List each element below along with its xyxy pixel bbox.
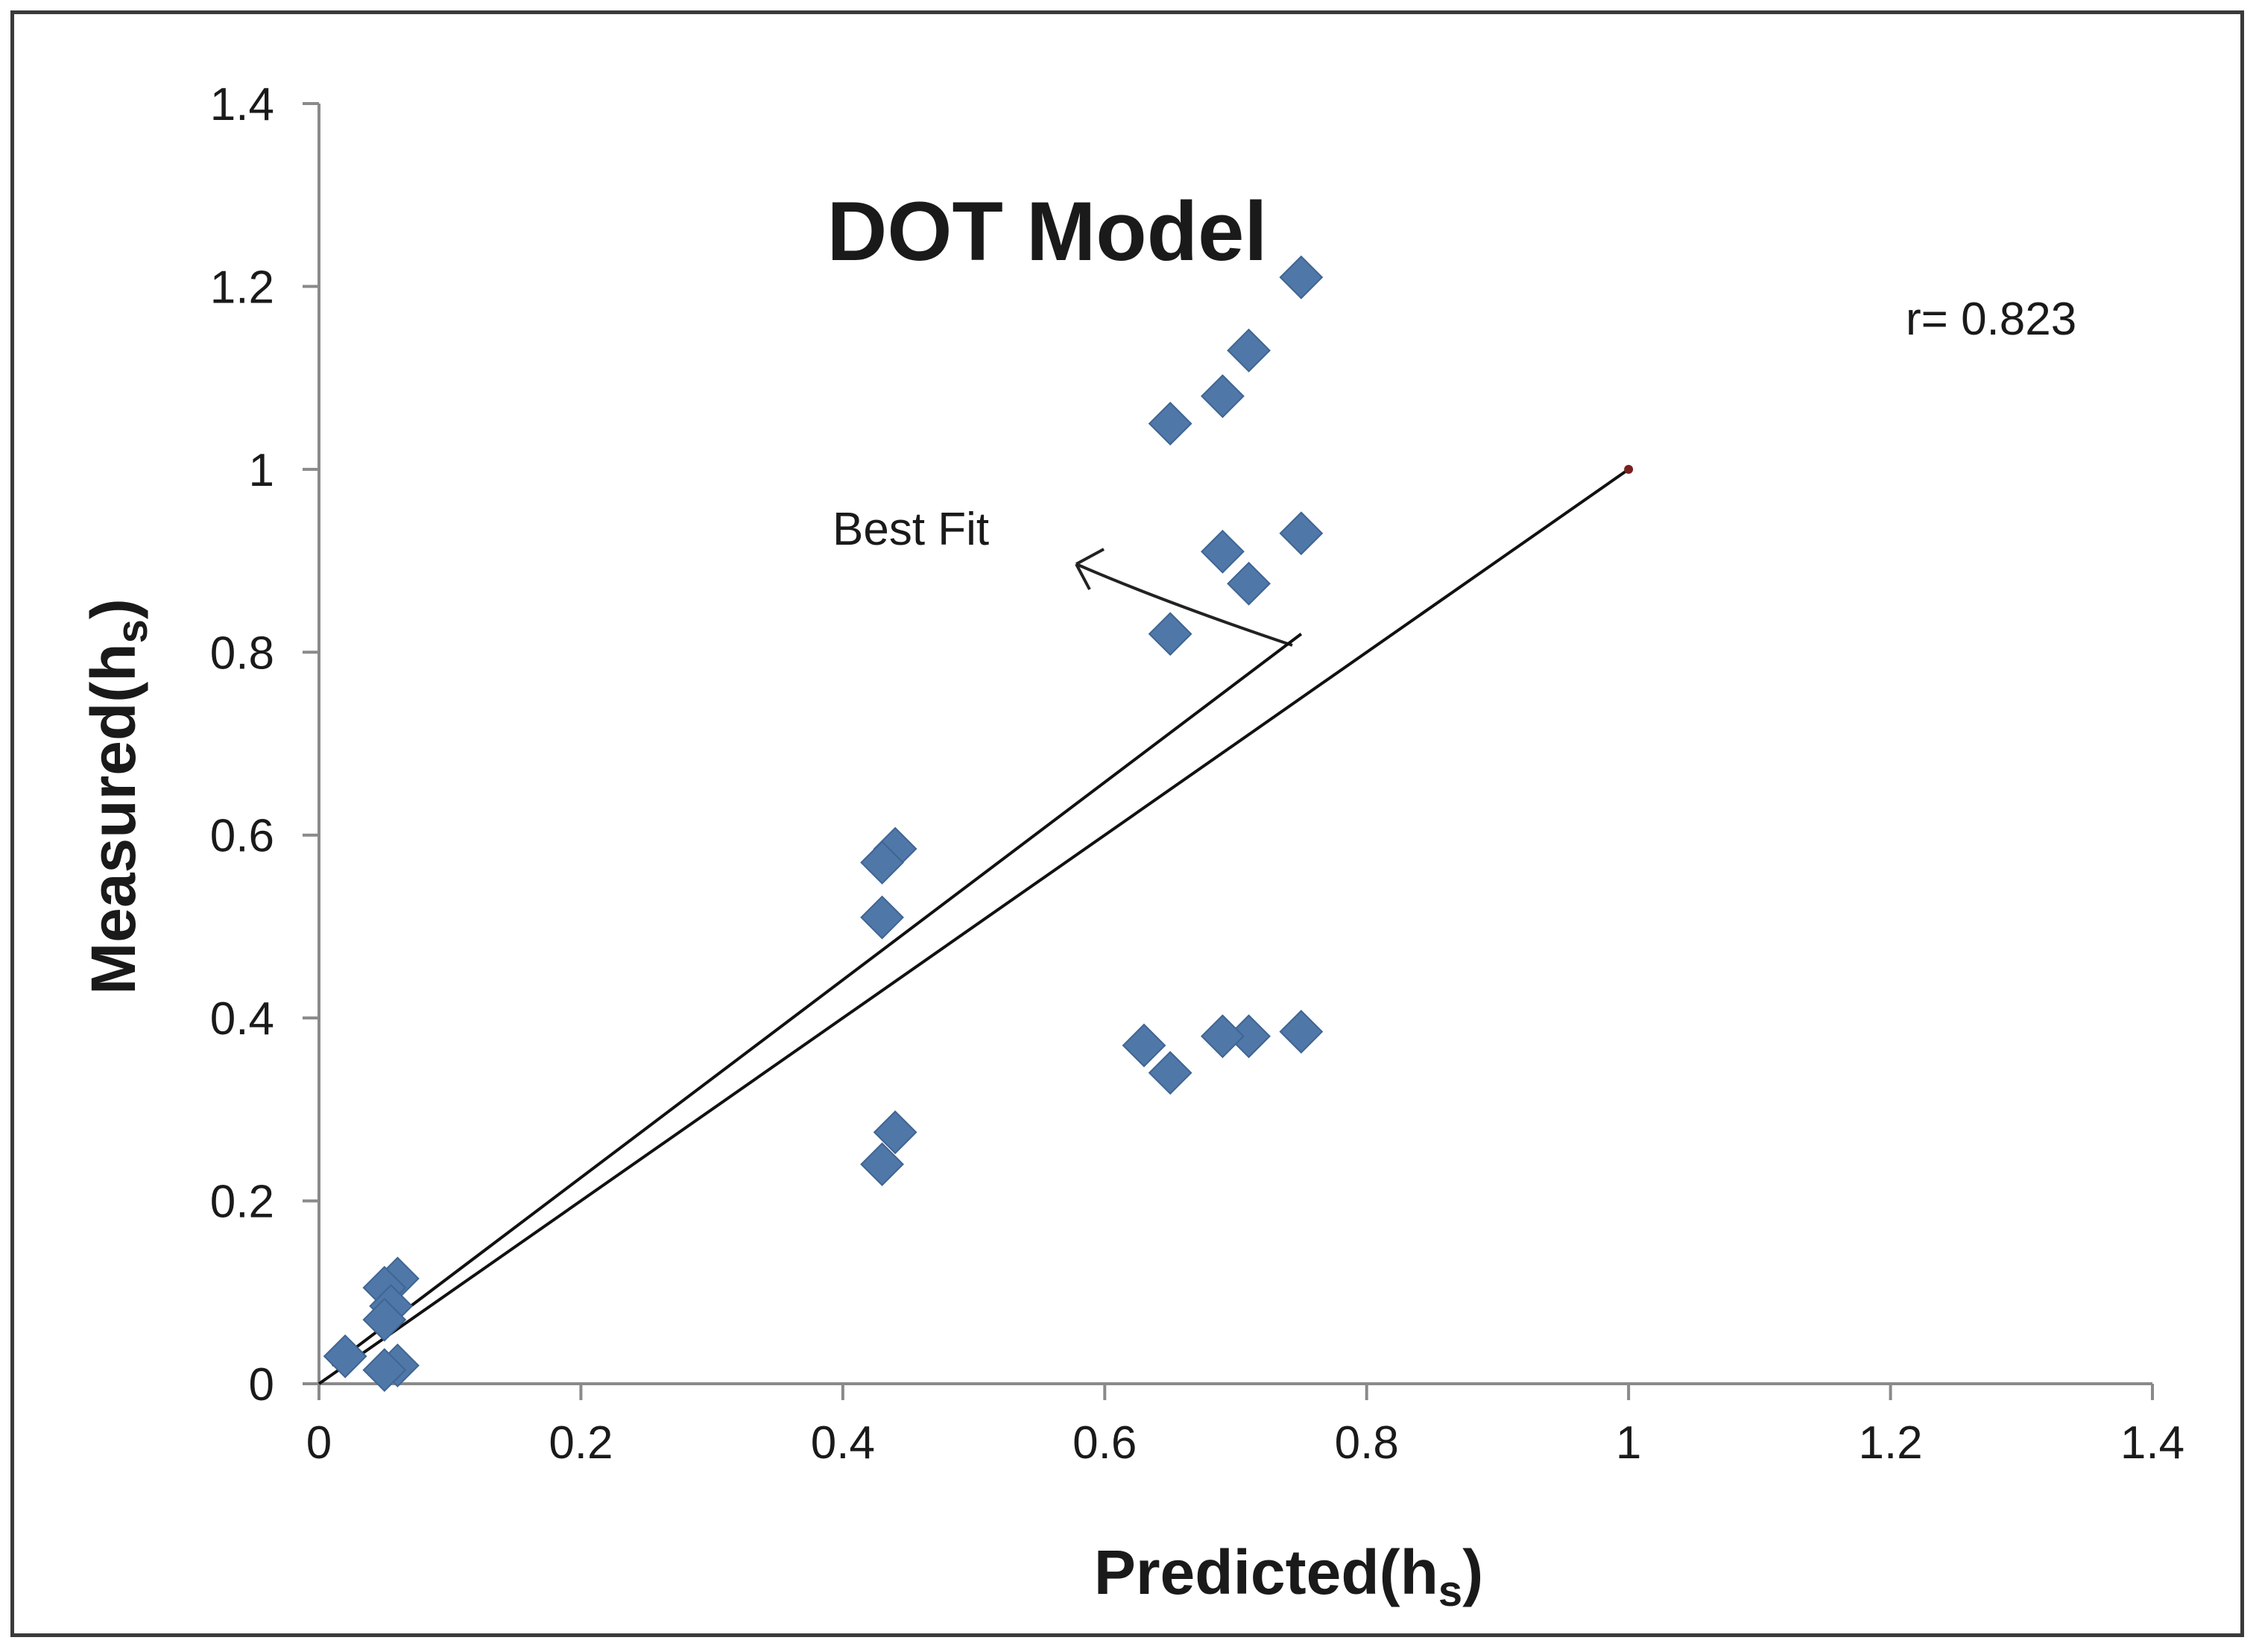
data-point	[1148, 402, 1192, 446]
data-points	[323, 255, 1324, 1393]
data-point	[1227, 328, 1271, 373]
best-fit-arrow	[1075, 548, 1293, 647]
data-point	[323, 1334, 367, 1379]
y-axis-title: Measured(hs)	[78, 598, 157, 995]
line-of-equality-line	[317, 468, 1630, 1385]
data-point	[1201, 1014, 1245, 1059]
data-point	[1148, 612, 1192, 656]
chart-frame: DOT Model r= 0.823 Best Fit Measured(hs)…	[10, 10, 2244, 1637]
data-point	[1227, 561, 1271, 606]
x-tick-label: 0.4	[811, 1417, 875, 1469]
best-fit-label: Best Fit	[832, 504, 989, 555]
data-point	[1148, 1051, 1192, 1095]
chart-title: DOT Model	[827, 185, 1267, 278]
data-point	[860, 1142, 904, 1186]
data-point	[1279, 1010, 1324, 1054]
y-tick-label: 0.8	[210, 627, 274, 679]
x-tick-label: 0.8	[1335, 1417, 1399, 1469]
data-point	[1279, 255, 1324, 300]
data-point	[1122, 1023, 1166, 1068]
data-point	[362, 1297, 407, 1342]
data-point	[1279, 511, 1324, 556]
best-fit-line	[331, 633, 1303, 1367]
axes	[303, 102, 2154, 1400]
x-tick-label: 0	[306, 1417, 332, 1469]
x-tick-label: 1	[1616, 1417, 1641, 1469]
data-point	[1201, 529, 1245, 574]
y-tick-label: 1.4	[210, 79, 274, 130]
x-tick-label: 1.2	[1858, 1417, 1922, 1469]
x-tick-label: 1.4	[2120, 1417, 2184, 1469]
data-point	[860, 841, 904, 884]
data-point	[362, 1348, 407, 1393]
data-point	[1201, 374, 1245, 419]
data-point	[873, 1110, 917, 1154]
y-tick-label: 0.6	[210, 811, 274, 862]
x-tick-label: 0.2	[549, 1417, 613, 1469]
tick-labels: 0 0.2 0.4 0.6 0.8 1 1.2 1.4 0 0.2 0.4 0.6 0.8 1 1.2 1.4	[210, 79, 2184, 1469]
y-tick-label: 1.2	[210, 262, 274, 313]
fit-lines	[317, 464, 1634, 1385]
x-axis-title: Predicted(hs)	[1094, 1537, 1483, 1615]
y-tick-label: 0.2	[210, 1177, 274, 1228]
line-endpoint-dot	[1624, 464, 1634, 474]
x-tick-label: 0.6	[1072, 1417, 1137, 1469]
scatter-chart: DOT Model r= 0.823 Best Fit Measured(hs)…	[78, 79, 2184, 1615]
y-tick-label: 0	[249, 1359, 274, 1411]
r-value-annotation: r= 0.823	[1906, 294, 2076, 345]
y-tick-label: 1	[249, 445, 274, 496]
y-tick-label: 0.4	[210, 993, 274, 1045]
data-point	[860, 895, 904, 940]
